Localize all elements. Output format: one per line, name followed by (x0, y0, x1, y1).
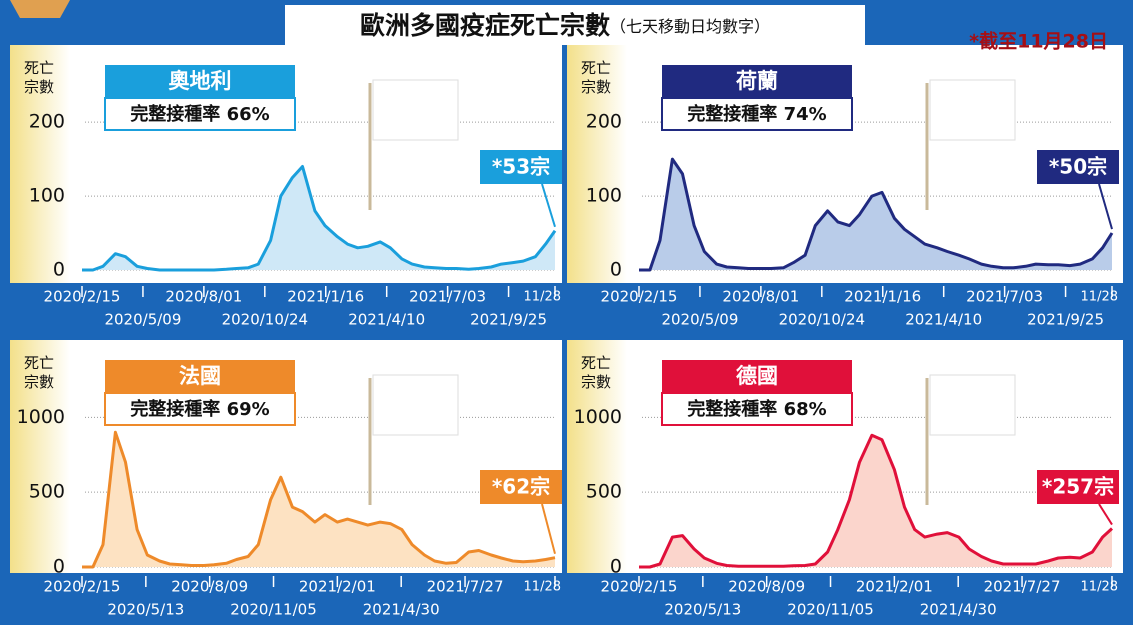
date-note: *截至11月28日 (969, 30, 1108, 53)
flag (930, 80, 1015, 140)
x-tick-label: 2021/4/30 (363, 601, 440, 619)
rate-label: 完整接種率 66% (130, 103, 269, 125)
x-tick-label: 2020/2/15 (44, 288, 121, 306)
x-tick-label: 2020/2/15 (601, 288, 678, 306)
y-tick-label: 500 (29, 481, 65, 503)
x-tick-label: 2021/4/30 (920, 601, 997, 619)
flag (373, 80, 458, 140)
x-tick-label: 2020/10/24 (779, 311, 865, 329)
x-tick-label: 2021/1/16 (844, 288, 921, 306)
title-main: 歐洲多國疫症死亡宗數 (360, 11, 610, 40)
flag (930, 375, 1015, 435)
x-tick-label: 11/28 (524, 290, 561, 305)
y-tick-label: 100 (29, 185, 65, 207)
x-tick-label: 2020/2/15 (601, 578, 678, 596)
country-name: 奧地利 (169, 69, 232, 93)
logo (10, 0, 70, 18)
x-tick-label: 11/28 (1081, 290, 1118, 305)
x-tick-label: 2020/8/09 (171, 578, 248, 596)
y-label: 死亡宗數 (581, 354, 613, 392)
y-tick-label: 200 (29, 111, 65, 133)
y-tick-label: 100 (586, 185, 622, 207)
x-tick-label: 2021/4/10 (348, 311, 425, 329)
rate-label: 完整接種率 68% (687, 398, 826, 420)
x-tick-label: 2020/10/24 (222, 311, 308, 329)
y-tick-label: 200 (586, 111, 622, 133)
page: {"title":"歐洲多國疫症死亡宗數","subtitle":"（七天移動日… (0, 0, 1133, 625)
x-tick-label: 2020/8/09 (728, 578, 805, 596)
y-tick-label: 0 (53, 556, 65, 578)
y-tick-label: 500 (586, 481, 622, 503)
country-name: 德國 (736, 364, 778, 388)
callout-label: *257宗 (1042, 475, 1114, 499)
x-tick-label: 11/28 (1081, 580, 1118, 595)
y-tick-label: 0 (610, 556, 622, 578)
y-tick-label: 0 (53, 259, 65, 281)
x-tick-label: 11/28 (524, 580, 561, 595)
x-tick-label: 2021/2/01 (856, 578, 933, 596)
y-tick-label: 1000 (574, 406, 622, 428)
y-label-box: 死亡宗數 (581, 59, 621, 103)
x-tick-label: 2020/8/01 (722, 288, 799, 306)
callout-label: *62宗 (492, 475, 550, 499)
x-tick-label: 2021/7/03 (409, 288, 486, 306)
y-tick-label: 1000 (17, 406, 65, 428)
rate-label: 完整接種率 69% (130, 398, 269, 420)
x-tick-label: 2021/9/25 (1027, 311, 1104, 329)
flag (373, 375, 458, 435)
x-tick-label: 2021/2/01 (299, 578, 376, 596)
infographic: 歐洲多國疫症死亡宗數（七天移動日均數字） *截至11月28日 死亡宗數 0 100 2… (0, 0, 1133, 625)
callout-label: *53宗 (492, 155, 550, 179)
x-tick-label: 2020/5/09 (661, 311, 738, 329)
country-name: 法國 (179, 364, 221, 388)
x-tick-label: 2020/5/13 (107, 601, 184, 619)
rate-label: 完整接種率 74% (687, 103, 826, 125)
country-name: 荷蘭 (736, 69, 778, 93)
x-tick-label: 2020/2/15 (44, 578, 121, 596)
x-tick-label: 2021/7/27 (984, 578, 1061, 596)
x-tick-label: 2021/1/16 (287, 288, 364, 306)
x-tick-label: 2021/7/27 (427, 578, 504, 596)
y-label-box: 死亡宗數 (581, 354, 621, 398)
x-tick-label: 2020/8/01 (165, 288, 242, 306)
x-tick-label: 2020/5/09 (104, 311, 181, 329)
x-tick-label: 2020/11/05 (230, 601, 316, 619)
x-tick-label: 2020/5/13 (664, 601, 741, 619)
callout-label: *50宗 (1049, 155, 1107, 179)
y-label: 死亡宗數 (581, 59, 613, 97)
y-label-box: 死亡宗數 (24, 354, 64, 398)
x-tick-label: 2020/11/05 (787, 601, 873, 619)
x-tick-label: 2021/7/03 (966, 288, 1043, 306)
y-label-box: 死亡宗數 (24, 59, 64, 103)
title-sub: （七天移動日均數字） (610, 17, 770, 36)
y-label: 死亡宗數 (24, 354, 56, 392)
x-tick-label: 2021/9/25 (470, 311, 547, 329)
y-label: 死亡宗數 (24, 59, 56, 97)
x-tick-label: 2021/4/10 (905, 311, 982, 329)
y-tick-label: 0 (610, 259, 622, 281)
